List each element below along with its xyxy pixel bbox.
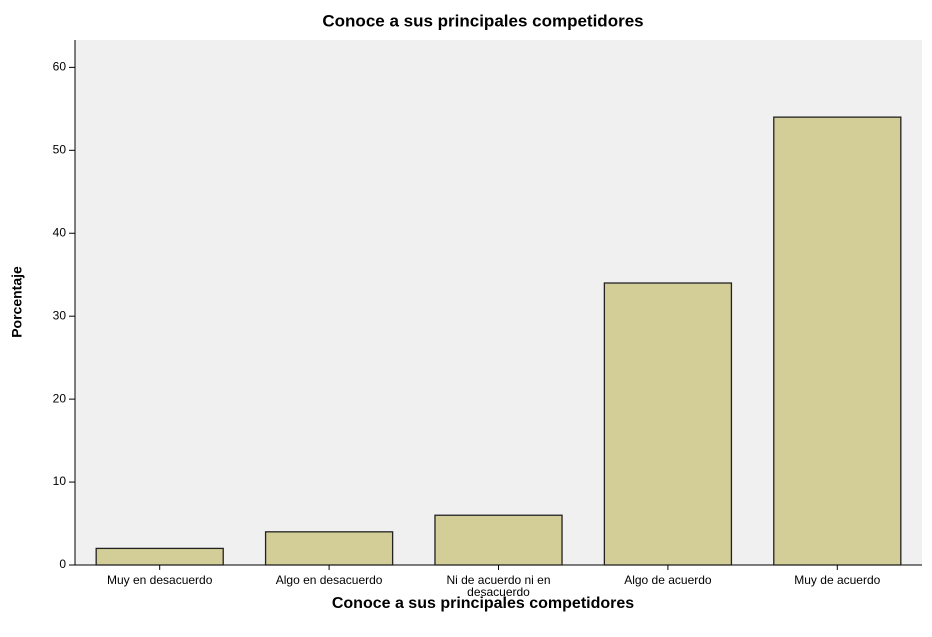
y-tick-label: 20 [53, 391, 67, 405]
bar [773, 116, 902, 566]
x-axis-label: Conoce a sus principales competidores [332, 595, 634, 612]
y-tick-label: 0 [59, 557, 66, 571]
y-tick-label: 50 [53, 142, 67, 156]
y-axis-label: Porcentaje [9, 266, 25, 338]
bar [95, 547, 224, 566]
y-tick-label: 30 [53, 308, 67, 322]
y-tick-label: 40 [53, 225, 67, 239]
chart-title: Conoce a sus principales competidores [322, 11, 643, 30]
y-tick-label: 10 [53, 474, 67, 488]
bar [434, 514, 563, 566]
x-tick-label: Muy en desacuerdo [106, 573, 213, 587]
bar [603, 282, 733, 566]
x-tick-label: Muy de acuerdo [794, 573, 881, 587]
x-tick-label: Algo de acuerdo [624, 573, 712, 587]
x-tick-label: Ni de acuerdo ni en desacuerdo [446, 573, 551, 599]
y-tick-label: 60 [53, 60, 67, 74]
bar [264, 531, 394, 566]
x-tick-label: Algo en desacuerdo [275, 573, 383, 587]
